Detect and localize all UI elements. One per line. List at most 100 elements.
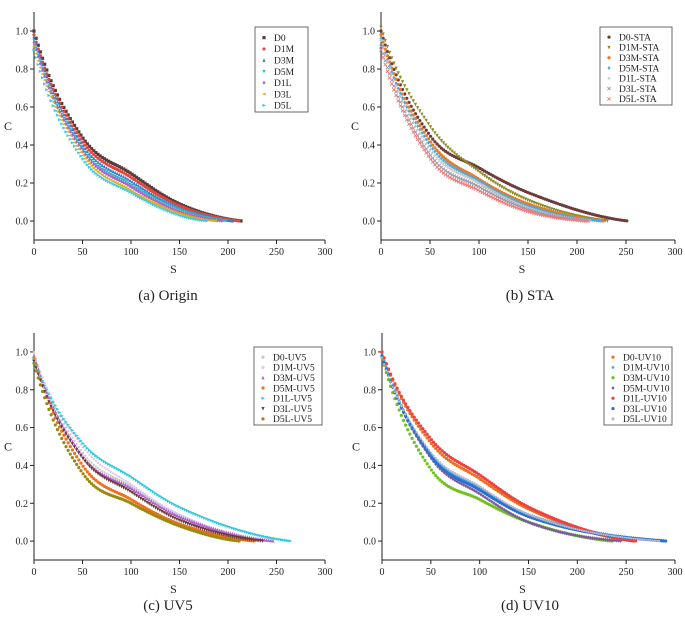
- data-point: [458, 176, 463, 181]
- data-point: [113, 176, 117, 181]
- data-point: [638, 538, 641, 541]
- data-point: [542, 518, 545, 522]
- data-point: [414, 418, 418, 422]
- legend-label: D5L-UV10: [623, 415, 667, 425]
- data-point: [593, 536, 597, 541]
- data-point: [418, 109, 422, 113]
- data-point: [87, 162, 92, 166]
- data-point: [237, 528, 241, 532]
- data-point: [431, 471, 436, 475]
- data-point: [32, 48, 36, 52]
- data-point: [416, 128, 420, 132]
- legend-marker: [262, 47, 266, 51]
- data-point: [151, 203, 156, 207]
- data-point: [545, 526, 550, 531]
- legend-marker: [261, 365, 265, 370]
- data-point: [83, 143, 87, 147]
- data-point: [452, 166, 456, 170]
- data-point: [381, 40, 385, 44]
- data-point: [164, 208, 169, 212]
- data-point: [40, 72, 45, 76]
- data-point: [70, 428, 75, 432]
- y-tick-label: 0.0: [364, 537, 377, 548]
- data-point: [84, 454, 87, 457]
- data-point: [397, 408, 401, 412]
- data-point: [504, 201, 508, 206]
- legend-label: D5M-STA: [619, 64, 660, 74]
- data-point: [107, 167, 111, 171]
- data-point: [633, 539, 638, 543]
- data-point: [500, 194, 504, 198]
- data-point: [634, 537, 637, 540]
- data-point: [158, 502, 162, 505]
- data-point: [401, 398, 406, 402]
- data-point: [267, 538, 271, 543]
- data-point: [111, 182, 115, 186]
- data-point: [420, 131, 424, 135]
- data-point: [188, 518, 192, 523]
- data-point: [160, 504, 164, 507]
- data-point: [599, 219, 603, 223]
- data-point: [102, 174, 107, 179]
- data-point: [66, 435, 70, 440]
- series-d3l-uv5: [32, 359, 264, 544]
- data-point: [34, 40, 38, 44]
- data-point: [72, 144, 77, 148]
- data-point: [154, 188, 158, 192]
- data-point: [32, 350, 36, 354]
- data-point: [92, 162, 96, 167]
- data-point: [64, 426, 68, 429]
- y-tick-label: 1.0: [363, 27, 376, 38]
- data-point: [60, 105, 64, 109]
- data-point: [49, 79, 53, 83]
- data-point: [445, 174, 450, 179]
- data-point: [132, 190, 136, 195]
- data-point: [454, 178, 459, 183]
- data-point: [205, 219, 209, 223]
- legend-label: D1M: [274, 45, 295, 55]
- data-point: [601, 219, 605, 223]
- data-point: [454, 170, 459, 174]
- data-point: [408, 422, 412, 426]
- data-point: [137, 488, 140, 491]
- data-point: [119, 183, 124, 188]
- data-point: [156, 503, 160, 507]
- data-point: [160, 197, 164, 202]
- y-tick-label: 0.6: [16, 423, 29, 434]
- series-d1l-uv10: [380, 350, 638, 543]
- data-point: [465, 161, 469, 166]
- data-point: [79, 461, 83, 465]
- data-point: [90, 167, 94, 172]
- data-point: [591, 531, 594, 534]
- data-point: [96, 170, 100, 174]
- data-point: [567, 532, 571, 536]
- data-point: [390, 66, 394, 70]
- data-point: [433, 140, 437, 144]
- data-point: [45, 68, 49, 72]
- data-point: [479, 492, 483, 497]
- data-point: [546, 520, 549, 523]
- data-point: [126, 169, 130, 174]
- data-point: [506, 202, 511, 207]
- data-point: [53, 413, 57, 418]
- data-point: [100, 155, 104, 160]
- data-point: [435, 156, 439, 160]
- data-point: [171, 198, 175, 203]
- data-point: [461, 181, 465, 186]
- data-point: [535, 523, 539, 528]
- data-point: [433, 131, 437, 135]
- data-point: [383, 62, 388, 67]
- data-point: [43, 62, 47, 66]
- data-point: [436, 460, 440, 465]
- data-point: [119, 481, 124, 485]
- data-point: [589, 531, 592, 534]
- data-point: [443, 465, 446, 468]
- data-point: [509, 511, 513, 516]
- data-point: [179, 515, 183, 519]
- data-point: [467, 184, 472, 189]
- data-point: [175, 201, 179, 205]
- data-point: [116, 477, 119, 480]
- data-point: [70, 141, 75, 145]
- data-point: [136, 193, 141, 197]
- legend-frame: [253, 346, 323, 426]
